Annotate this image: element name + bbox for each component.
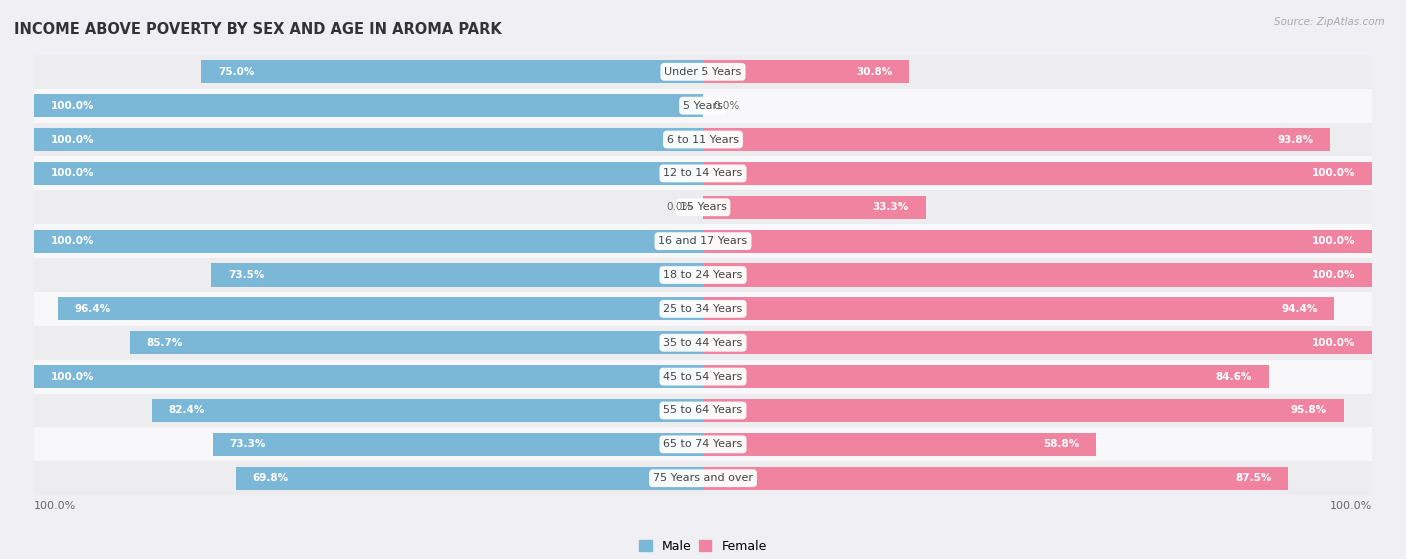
Text: 75.0%: 75.0% xyxy=(218,67,254,77)
Bar xyxy=(703,399,1344,422)
Text: 30.8%: 30.8% xyxy=(856,67,893,77)
Bar xyxy=(34,461,1372,495)
Bar xyxy=(236,467,703,490)
Bar xyxy=(34,128,703,151)
Bar xyxy=(34,292,1372,326)
Text: 58.8%: 58.8% xyxy=(1043,439,1080,449)
Text: 96.4%: 96.4% xyxy=(75,304,111,314)
Text: 6 to 11 Years: 6 to 11 Years xyxy=(666,135,740,145)
Text: 65 to 74 Years: 65 to 74 Years xyxy=(664,439,742,449)
Text: 25 to 34 Years: 25 to 34 Years xyxy=(664,304,742,314)
Bar xyxy=(34,89,1372,122)
Text: 87.5%: 87.5% xyxy=(1234,473,1271,483)
Bar xyxy=(703,331,1372,354)
Bar xyxy=(703,365,1268,388)
Bar xyxy=(703,230,1372,253)
Bar xyxy=(703,263,1372,287)
Text: 0.0%: 0.0% xyxy=(666,202,693,212)
Text: 45 to 54 Years: 45 to 54 Years xyxy=(664,372,742,382)
Text: 82.4%: 82.4% xyxy=(169,405,205,415)
Bar xyxy=(34,365,703,388)
Text: 55 to 64 Years: 55 to 64 Years xyxy=(664,405,742,415)
Text: 100.0%: 100.0% xyxy=(1312,270,1355,280)
Bar xyxy=(703,467,1288,490)
Text: 73.5%: 73.5% xyxy=(228,270,264,280)
Bar xyxy=(703,60,910,83)
Text: 100.0%: 100.0% xyxy=(51,236,94,246)
Text: 100.0%: 100.0% xyxy=(1312,338,1355,348)
Bar xyxy=(703,297,1334,320)
Bar xyxy=(211,263,703,287)
Text: Under 5 Years: Under 5 Years xyxy=(665,67,741,77)
Text: 93.8%: 93.8% xyxy=(1278,135,1313,145)
Bar xyxy=(212,433,703,456)
Text: 100.0%: 100.0% xyxy=(1312,236,1355,246)
Text: 100.0%: 100.0% xyxy=(51,101,94,111)
Text: 69.8%: 69.8% xyxy=(253,473,290,483)
Bar xyxy=(34,359,1372,394)
Bar xyxy=(34,258,1372,292)
Bar xyxy=(703,196,925,219)
Bar xyxy=(34,224,1372,258)
Text: 5 Years: 5 Years xyxy=(683,101,723,111)
Bar xyxy=(34,94,703,117)
Text: 94.4%: 94.4% xyxy=(1281,304,1317,314)
Bar xyxy=(152,399,703,422)
Text: 84.6%: 84.6% xyxy=(1216,372,1253,382)
Text: 0.0%: 0.0% xyxy=(713,101,740,111)
Text: 100.0%: 100.0% xyxy=(51,135,94,145)
Text: 75 Years and over: 75 Years and over xyxy=(652,473,754,483)
Bar xyxy=(703,433,1097,456)
Bar xyxy=(58,297,703,320)
Text: 73.3%: 73.3% xyxy=(229,439,266,449)
Text: Source: ZipAtlas.com: Source: ZipAtlas.com xyxy=(1274,17,1385,27)
Text: 100.0%: 100.0% xyxy=(51,168,94,178)
Text: 85.7%: 85.7% xyxy=(146,338,183,348)
Legend: Male, Female: Male, Female xyxy=(634,535,772,558)
Bar xyxy=(34,394,1372,428)
Text: 100.0%: 100.0% xyxy=(1330,501,1372,511)
Bar xyxy=(129,331,703,354)
Bar xyxy=(34,162,703,185)
Text: 33.3%: 33.3% xyxy=(873,202,910,212)
Bar xyxy=(703,162,1372,185)
Bar xyxy=(703,128,1330,151)
Text: 15 Years: 15 Years xyxy=(679,202,727,212)
Bar xyxy=(34,230,703,253)
Text: 100.0%: 100.0% xyxy=(51,372,94,382)
Bar xyxy=(34,157,1372,191)
Text: 35 to 44 Years: 35 to 44 Years xyxy=(664,338,742,348)
Bar xyxy=(34,191,1372,224)
Text: 16 and 17 Years: 16 and 17 Years xyxy=(658,236,748,246)
Text: INCOME ABOVE POVERTY BY SEX AND AGE IN AROMA PARK: INCOME ABOVE POVERTY BY SEX AND AGE IN A… xyxy=(14,22,502,36)
Text: 100.0%: 100.0% xyxy=(34,501,76,511)
Bar xyxy=(201,60,703,83)
Text: 95.8%: 95.8% xyxy=(1291,405,1327,415)
Bar xyxy=(34,326,1372,359)
Text: 12 to 14 Years: 12 to 14 Years xyxy=(664,168,742,178)
Bar xyxy=(34,122,1372,157)
Text: 18 to 24 Years: 18 to 24 Years xyxy=(664,270,742,280)
Text: 100.0%: 100.0% xyxy=(1312,168,1355,178)
Bar xyxy=(34,55,1372,89)
Bar xyxy=(34,428,1372,461)
